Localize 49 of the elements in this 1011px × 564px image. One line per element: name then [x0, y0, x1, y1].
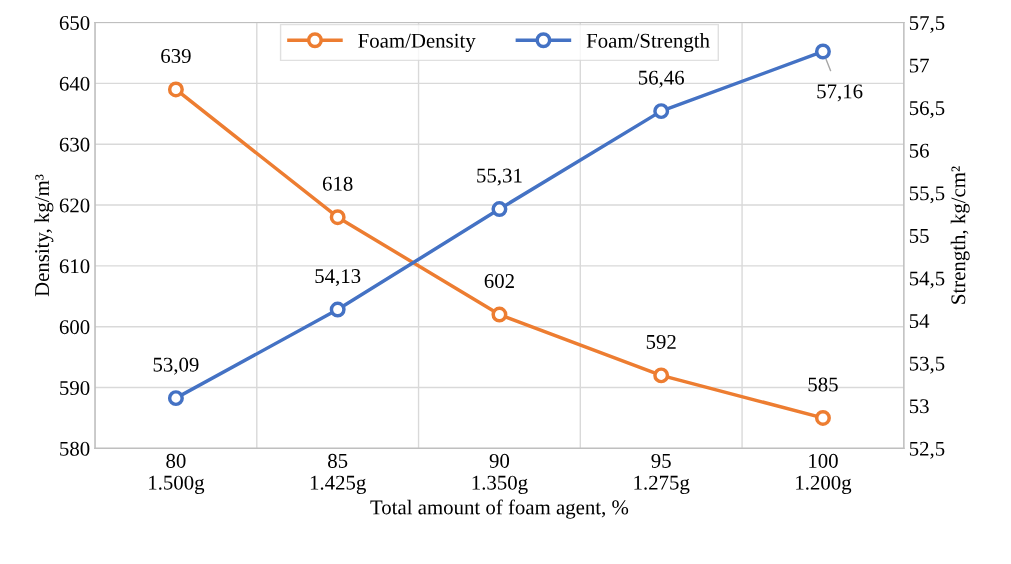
data-label: 639	[161, 49, 191, 64]
y2-tick-label: 56	[909, 143, 929, 158]
y2-tick-label: 54	[909, 314, 930, 329]
x-tick-label: 80 1.500g	[149, 453, 205, 494]
data-label: 56,46	[638, 70, 685, 88]
y-axis-title: Density, kg/m³	[34, 174, 54, 297]
y-tick-label: 580	[60, 441, 90, 456]
y2-tick-label: 56,5	[909, 101, 945, 119]
point	[653, 367, 670, 384]
y-tick-label: 610	[59, 259, 90, 274]
point	[329, 209, 346, 226]
point	[814, 43, 831, 60]
point	[491, 201, 508, 218]
data-label: 592	[646, 334, 676, 349]
x-tick-label: 85 1.425g	[310, 453, 366, 494]
y2-tick-label: 54,5	[909, 271, 945, 289]
x-axis-title: Total amount of foam agent, %	[370, 499, 629, 519]
y2-tick-label: 57,5	[909, 16, 945, 33]
y2-axis-title: Strength, kg/cm²	[950, 166, 970, 304]
point	[653, 103, 670, 120]
data-label: 618	[322, 176, 353, 191]
point	[167, 81, 184, 98]
y2-tick-label: 53,5	[909, 356, 945, 374]
legend-label: Foam/Strength	[586, 33, 710, 53]
point	[167, 390, 184, 407]
legend-label: Foam/Density	[358, 33, 476, 53]
y2-tick-label: 52,5	[909, 441, 945, 459]
y-tick-label: 630	[59, 137, 90, 152]
y-tick-label: 650	[59, 15, 90, 30]
x-tick-label: 100 1.200g	[796, 453, 852, 494]
point	[814, 409, 831, 426]
data-label: 585	[808, 377, 838, 392]
y2-tick-label: 55	[909, 229, 929, 243]
data-label: 54,13	[315, 269, 361, 287]
x-tick-label: 90 1.350g	[472, 453, 528, 494]
y-tick-label: 620	[59, 198, 90, 213]
y2-tick-label: 57	[909, 58, 929, 73]
y2-tick-label: 53	[909, 399, 929, 414]
y2-tick-label: 55,5	[909, 186, 945, 204]
y-tick-label: 600	[59, 320, 90, 335]
data-label: 55,31	[477, 168, 522, 186]
data-label: 53,09	[153, 357, 199, 375]
y-tick-label: 640	[59, 76, 90, 91]
data-label: 602	[484, 274, 514, 289]
data-label: 57,16	[817, 84, 863, 102]
point	[491, 306, 508, 323]
x-tick-label: 95 1.275g	[634, 453, 690, 494]
point	[329, 301, 346, 318]
y-tick-label: 590	[60, 380, 90, 395]
